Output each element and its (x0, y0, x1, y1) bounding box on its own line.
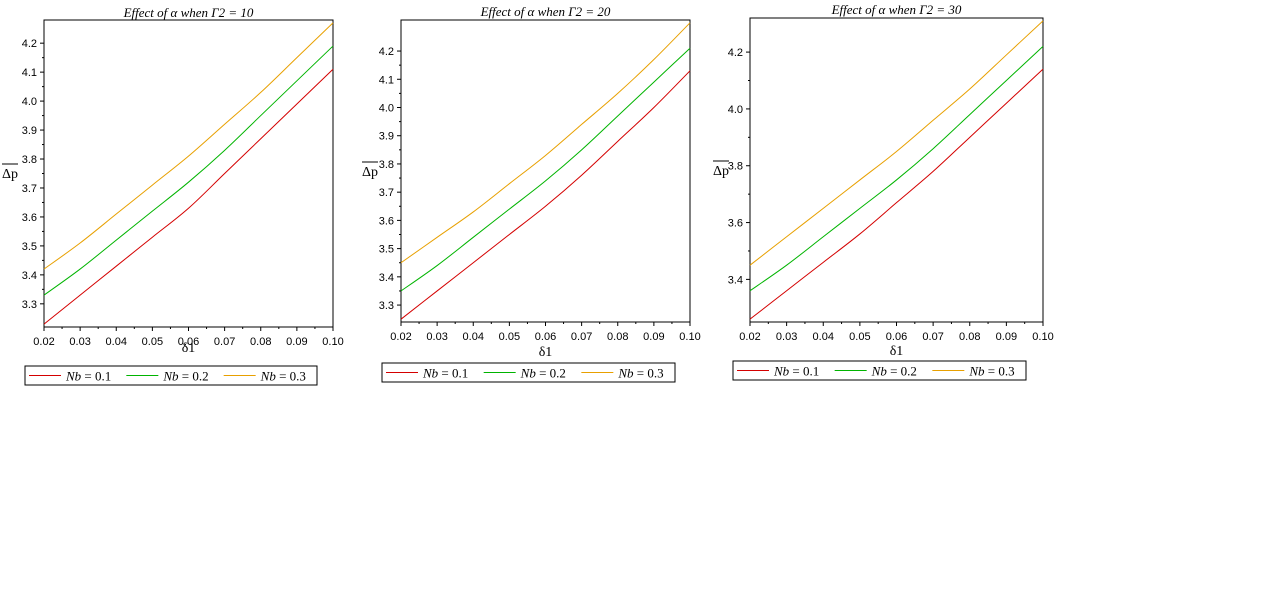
y-tick-label: 4.0 (728, 104, 743, 116)
x-tick-label: 0.10 (322, 336, 343, 348)
legend: Nb = 0.1 Nb = 0.2 Nb = 0.3 (24, 365, 318, 386)
x-tick-label: 0.04 (106, 336, 127, 348)
chart-title: Effect of α when Γ2 = 10 (123, 5, 254, 20)
x-tick-label: 0.07 (571, 331, 592, 343)
x-tick-label: 0.10 (679, 331, 700, 343)
x-tick-label: 0.06 (178, 336, 199, 348)
x-axis-label: δ1 (539, 345, 553, 360)
y-tick-label: 4.0 (379, 102, 394, 114)
y-tick-label: 3.9 (379, 131, 394, 143)
y-tick-label: 4.2 (22, 38, 37, 50)
plot-frame (400, 19, 691, 323)
y-tick-label: 3.4 (728, 274, 743, 286)
legend-box (381, 362, 676, 383)
legend-label: Nb = 0.2 (871, 364, 917, 379)
y-tick-label: 3.3 (22, 299, 37, 311)
chart-panel-2: Effect of α when Γ2 = 20 0.02 0.03 0.04 0.05… (362, 4, 701, 383)
legend: Nb = 0.1 Nb = 0.2 Nb = 0.3 (732, 360, 1027, 381)
plot-frame (749, 17, 1044, 323)
x-tick-label: 0.03 (776, 331, 797, 343)
series-line-nb-1 (400, 70, 691, 320)
y-tick-label: 3.3 (379, 300, 394, 312)
y-tick-label: 3.5 (379, 244, 394, 256)
legend-label: Nb = 0.2 (520, 366, 566, 381)
x-tick-label: 0.07 (922, 331, 943, 343)
legend-label: Nb = 0.2 (162, 369, 208, 384)
series-line-nb-3 (749, 20, 1044, 266)
series-line-nb-3 (400, 22, 691, 264)
x-tick-label: 0.06 (535, 331, 556, 343)
plot-frame (43, 19, 334, 328)
chart-title: Effect of α when Γ2 = 20 (480, 4, 611, 19)
y-tick-label: 3.7 (22, 183, 37, 195)
x-tick-label: 0.02 (33, 336, 54, 348)
x-axis-label: δ1 (890, 344, 904, 359)
series-line-nb-2 (43, 45, 334, 296)
legend-label: Nb = 0.3 (617, 366, 663, 381)
y-axis-label: Δp (2, 167, 18, 182)
y-tick-label: 3.6 (379, 215, 394, 227)
x-tick-label: 0.09 (643, 331, 664, 343)
x-tick-label: 0.03 (69, 336, 90, 348)
y-tick-label: 3.7 (379, 187, 394, 199)
chart-title: Effect of α when Γ2 = 30 (831, 2, 962, 17)
x-tick-label: 0.09 (286, 336, 307, 348)
x-tick-label: 0.08 (959, 331, 980, 343)
legend-box (24, 365, 318, 386)
chart-panel-1: Effect of α when Γ2 = 10 0.02 0.03 0.04 0.05… (2, 5, 344, 386)
x-tick-label: 0.02 (390, 331, 411, 343)
y-tick-label: 3.9 (22, 125, 37, 137)
y-tick-label: 3.6 (728, 218, 743, 230)
legend-label: Nb = 0.1 (65, 369, 111, 384)
series-line-nb-1 (43, 68, 334, 325)
x-tick-label: 0.02 (739, 331, 760, 343)
y-tick-label: 3.8 (728, 161, 743, 173)
y-tick-label: 4.1 (22, 67, 37, 79)
y-tick-label: 3.8 (379, 159, 394, 171)
series-line-nb-1 (749, 68, 1044, 320)
x-tick-label: 0.05 (499, 331, 520, 343)
x-tick-label: 0.04 (463, 331, 484, 343)
series-line-nb-2 (400, 47, 691, 292)
legend-box (732, 360, 1027, 381)
legend-label: Nb = 0.1 (422, 366, 468, 381)
y-tick-label: 3.6 (22, 212, 37, 224)
y-tick-label: 3.5 (22, 241, 37, 253)
chart-panel-3: Effect of α when Γ2 = 30 0.02 0.03 0.04 0.05… (713, 2, 1054, 381)
y-tick-label: 4.2 (379, 46, 394, 58)
x-tick-label: 0.09 (996, 331, 1017, 343)
legend-label: Nb = 0.1 (773, 364, 819, 379)
x-tick-label: 0.06 (886, 331, 907, 343)
x-tick-label: 0.05 (142, 336, 163, 348)
x-tick-label: 0.03 (426, 331, 447, 343)
x-axis-label: δ1 (182, 341, 196, 356)
y-tick-label: 3.8 (22, 154, 37, 166)
y-tick-label: 3.4 (22, 270, 37, 282)
x-tick-label: 0.08 (250, 336, 271, 348)
x-tick-label: 0.04 (813, 331, 834, 343)
x-tick-label: 0.10 (1032, 331, 1053, 343)
series-line-nb-3 (43, 22, 334, 270)
y-tick-label: 3.4 (379, 272, 394, 284)
legend-label: Nb = 0.3 (260, 369, 306, 384)
y-axis-label: Δp (713, 164, 729, 179)
y-tick-label: 4.2 (728, 47, 743, 59)
legend: Nb = 0.1 Nb = 0.2 Nb = 0.3 (381, 362, 676, 383)
series-line-nb-2 (749, 46, 1044, 292)
y-tick-label: 4.1 (379, 74, 394, 86)
x-tick-label: 0.07 (214, 336, 235, 348)
legend-label: Nb = 0.3 (968, 364, 1014, 379)
y-tick-label: 4.0 (22, 96, 37, 108)
x-tick-label: 0.08 (607, 331, 628, 343)
x-tick-label: 0.05 (849, 331, 870, 343)
y-axis-label: Δp (362, 165, 378, 180)
